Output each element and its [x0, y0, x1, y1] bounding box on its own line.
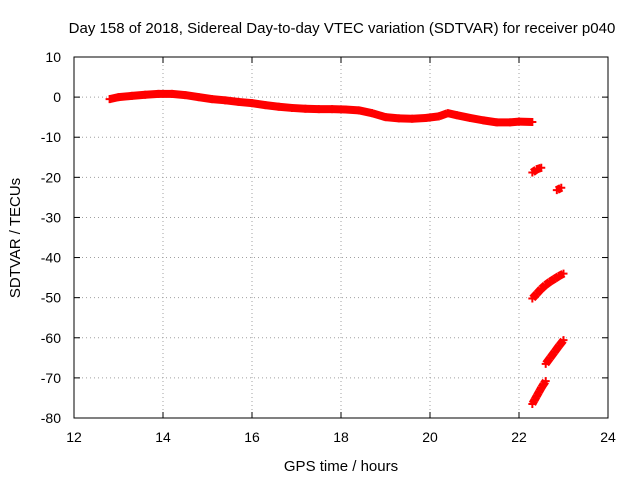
y-tick-label: -60	[41, 330, 61, 346]
data-points	[105, 89, 568, 408]
series-2	[552, 183, 566, 195]
data-point	[528, 117, 537, 126]
y-tick-label: -40	[41, 250, 61, 266]
x-axis-label: GPS time / hours	[284, 458, 398, 475]
y-tick-label: -80	[41, 410, 61, 426]
series-3	[528, 269, 568, 303]
data-point	[559, 269, 568, 278]
data-point	[541, 377, 550, 386]
series-5	[528, 377, 550, 408]
y-tick-label: -30	[41, 209, 61, 225]
series-0	[105, 89, 537, 127]
x-tick-label: 16	[244, 429, 260, 445]
series-1	[528, 163, 546, 177]
y-tick-label: -50	[41, 290, 61, 306]
data-point	[559, 336, 568, 345]
series-4	[541, 336, 568, 368]
chart-title: Day 158 of 2018, Sidereal Day-to-day VTE…	[69, 20, 616, 37]
y-tick-label: -70	[41, 370, 61, 386]
x-tick-label: 20	[422, 429, 438, 445]
x-tick-label: 12	[66, 429, 82, 445]
y-tick-label: 10	[45, 49, 61, 65]
x-tick-label: 14	[155, 429, 171, 445]
x-tick-label: 18	[333, 429, 349, 445]
y-axis-label: SDTVAR / TECUs	[7, 178, 24, 298]
x-tick-label: 22	[511, 429, 527, 445]
axis-ticks: 12 14 16 18 20 22 24 10 0 -10 -20 -30 -40 -50 -60 -70 -8…	[41, 49, 616, 445]
data-point	[537, 163, 546, 172]
data-point	[557, 183, 566, 192]
x-tick-label: 24	[600, 429, 616, 445]
y-tick-label: -10	[41, 129, 61, 145]
y-tick-label: -20	[41, 169, 61, 185]
y-tick-label: 0	[53, 89, 61, 105]
